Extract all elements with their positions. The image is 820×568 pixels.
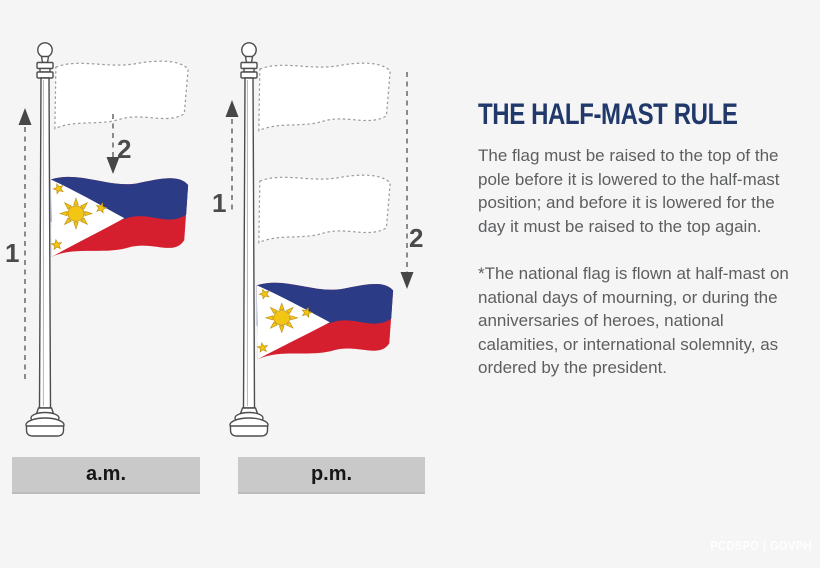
arrow-up-icon [225,100,239,210]
pm-label-bar: p.m. [238,457,425,494]
am-label: a.m. [85,463,127,485]
arrow-down-icon [400,72,414,289]
ghost-flag-top-pm [258,62,391,132]
pm-step-lower-label: 2 [409,223,424,253]
pm-step-raise-label: 1 [212,188,227,218]
rule-paragraph: The flag must be raised to the top of th… [478,146,780,236]
arrow-down-icon [106,114,120,174]
am-label-bar: a.m. [12,457,200,494]
page-title: THE HALF-MAST RULE [478,98,738,131]
am-step-lower-label: 2 [117,134,132,164]
pm-label: p.m. [310,463,353,485]
am-step-raise-label: 1 [5,238,20,268]
watermark: PCDSPO | GOVPH [710,538,812,553]
philippine-flag-half-mast-am [46,174,191,266]
ghost-flag-half-mast-pm [258,174,391,244]
footnote-paragraph: *The national flag is flown at half-mast… [478,264,789,377]
arrow-up-icon [18,108,32,380]
text-panel: THE HALF-MAST RULE The flag must be rais… [478,100,804,404]
philippine-flag-lowered-pm [252,280,396,368]
